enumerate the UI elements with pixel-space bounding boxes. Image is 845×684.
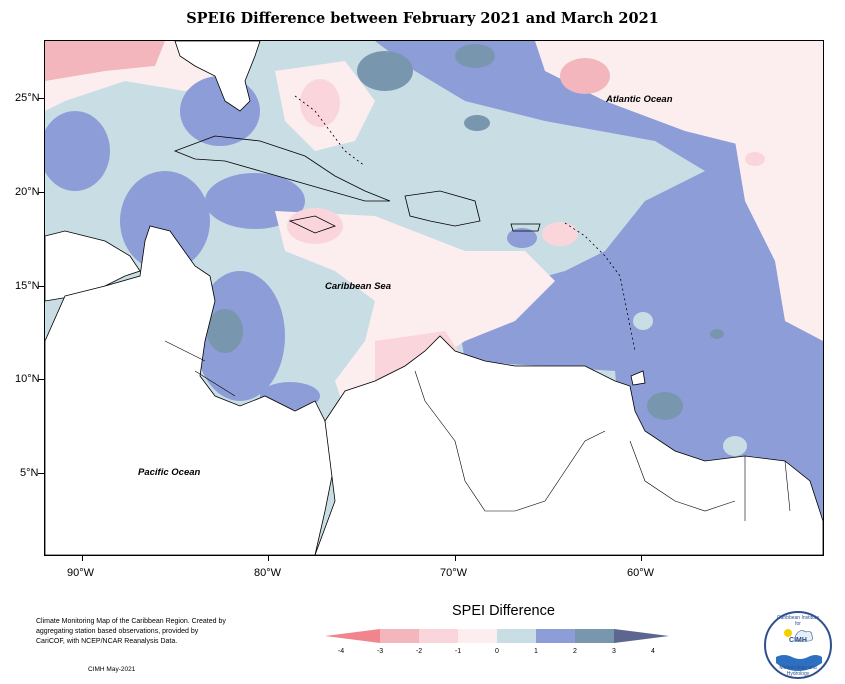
- jamaica-land: [288, 215, 337, 234]
- legend-tick: 0: [495, 648, 499, 655]
- cimh-logo: Caribbean Institute for CIMH Meteorology…: [764, 611, 832, 679]
- puerto-rico-blue: [507, 228, 537, 248]
- legend-swatch: [458, 629, 497, 643]
- central-america-core: [207, 309, 243, 353]
- lon-tick-70: 70°W: [440, 567, 468, 579]
- legend-swatch: [497, 629, 536, 643]
- pacific-ocean-label: Pacific Ocean: [138, 467, 201, 478]
- legend-tick: 4: [651, 648, 655, 655]
- trinidad-land: [630, 370, 646, 386]
- hispaniola-land: [404, 190, 481, 227]
- bahamas-islands: [294, 95, 366, 167]
- gulf-blue-west: [45, 111, 110, 191]
- atlantic-ocean-label: Atlantic Ocean: [606, 94, 673, 105]
- country-borders: [164, 340, 791, 521]
- atlantic-blue-region: [375, 41, 823, 555]
- lat-tick-5: 5°N: [20, 467, 39, 479]
- lat-tick-15: 15°N: [15, 280, 40, 292]
- leeward-pink-spot: [542, 222, 578, 246]
- bahamas-pink-core: [300, 79, 340, 127]
- dark-cell-north-2: [455, 44, 495, 68]
- legend-arrow-low: [325, 629, 380, 643]
- map-canvas: [45, 41, 823, 555]
- dark-cell-guyana: [647, 392, 683, 420]
- logo-arc-top-text: Caribbean Institute for: [777, 615, 819, 627]
- sun-icon: [784, 629, 792, 637]
- lon-tick-80: 80°W: [254, 567, 282, 579]
- legend-swatch: [575, 629, 614, 643]
- atlantic-pink-core: [560, 58, 610, 94]
- cuba-land: [173, 135, 391, 202]
- legend-tick: 3: [612, 648, 616, 655]
- lat-tick-mark-20: [38, 192, 44, 193]
- legend-title: SPEI Difference: [452, 603, 555, 619]
- logo-arc-bottom-text: Meteorology and Hydrology: [779, 665, 817, 677]
- legend-swatch: [419, 629, 458, 643]
- lat-tick-mark-10: [38, 379, 44, 380]
- south-america-land: [314, 335, 823, 555]
- legend-tick: 2: [573, 648, 577, 655]
- legend-colorbar: [325, 629, 669, 643]
- light-spot-suriname: [723, 436, 747, 456]
- yucatan-central-america-land: [45, 225, 336, 555]
- lon-tick-mark-70: [455, 555, 456, 561]
- logo-text: CIMH: [789, 637, 807, 644]
- legend-arrow-high: [614, 629, 669, 643]
- lat-tick-20: 20°N: [15, 186, 40, 198]
- legend-swatch: [380, 629, 419, 643]
- jamaica-pink-core: [287, 208, 343, 244]
- cloud-icon: [794, 630, 813, 642]
- caribbean-sea-label: Caribbean Sea: [325, 281, 391, 292]
- lat-tick-25: 25°N: [15, 92, 40, 104]
- lon-tick-mark-90: [82, 555, 83, 561]
- legend-tick: -2: [415, 648, 423, 655]
- yucatan-blue-blob: [120, 171, 210, 271]
- lat-tick-mark-5: [38, 473, 44, 474]
- footer-note: Climate Monitoring Map of the Caribbean …: [36, 618, 226, 645]
- legend-swatch: [536, 629, 575, 643]
- waves-icon: [776, 655, 822, 671]
- lat-tick-mark-15: [38, 286, 44, 287]
- dark-cell-north: [357, 51, 413, 91]
- legend-swatches: [325, 629, 669, 643]
- atlantic-pink-east: [735, 121, 823, 341]
- footer-credit: CIMH May-2021: [88, 666, 136, 673]
- legend-tick: -4: [337, 648, 345, 655]
- lat-tick-mark-25: [38, 98, 44, 99]
- lon-tick-90: 90°W: [67, 567, 95, 579]
- dark-cell-east: [710, 329, 724, 339]
- lon-tick-60: 60°W: [627, 567, 655, 579]
- legend-tick: -1: [454, 648, 462, 655]
- legend-tick: 1: [534, 648, 538, 655]
- florida-land: [174, 41, 261, 112]
- lon-tick-mark-80: [268, 555, 269, 561]
- mexico-land: [45, 230, 141, 302]
- spei-difference-map: [44, 40, 824, 556]
- map-title: SPEI6 Difference between February 2021 a…: [186, 10, 659, 27]
- light-spot-barbados: [633, 312, 653, 330]
- gulf-red-region: [45, 41, 165, 81]
- pink-spot-east: [745, 152, 765, 166]
- puerto-rico-land: [510, 223, 541, 232]
- legend-tick: -3: [376, 648, 384, 655]
- caribbean-pink-band: [275, 211, 555, 411]
- logo-graphic: [776, 629, 822, 671]
- dark-cell-atlantic: [464, 115, 490, 131]
- lon-tick-mark-60: [641, 555, 642, 561]
- lat-tick-10: 10°N: [15, 373, 40, 385]
